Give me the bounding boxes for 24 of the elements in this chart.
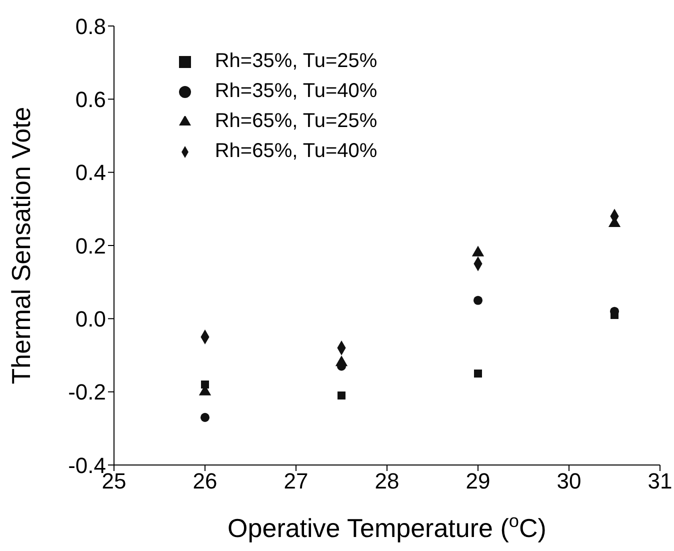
y-tick-label: 0.8 xyxy=(75,14,106,39)
x-tick-label: 27 xyxy=(284,468,308,494)
legend-label: Rh=35%, Tu=40% xyxy=(214,80,378,102)
point xyxy=(474,370,482,378)
x-tick-label: 28 xyxy=(374,468,400,494)
point xyxy=(473,296,483,305)
y-tick-label: 0.6 xyxy=(75,86,106,112)
y-tick-label: 0.4 xyxy=(75,160,106,186)
x-tick-label: 30 xyxy=(556,468,582,494)
x-tick-label: 29 xyxy=(466,468,490,494)
point xyxy=(335,356,348,366)
legend-label: Rh=65%, Tu=25% xyxy=(214,110,378,132)
y-tick-label: 0.2 xyxy=(75,233,106,258)
point xyxy=(472,246,484,256)
y-tick-label: 0.0 xyxy=(75,306,106,332)
y-axis-title: Thermal Sensation Vote xyxy=(6,106,36,384)
legend-label: Rh=35%, Tu=25% xyxy=(214,50,378,72)
legend-label: Rh=65%, Tu=40% xyxy=(214,140,378,162)
x-tick-label: 31 xyxy=(648,468,672,494)
y-tick-label: -0.2 xyxy=(68,380,106,405)
point xyxy=(338,391,346,400)
x-tick-label: 26 xyxy=(192,468,218,494)
x-axis-title: Operative Temperature ($^{o}$C) xyxy=(228,511,546,543)
point xyxy=(200,412,210,422)
